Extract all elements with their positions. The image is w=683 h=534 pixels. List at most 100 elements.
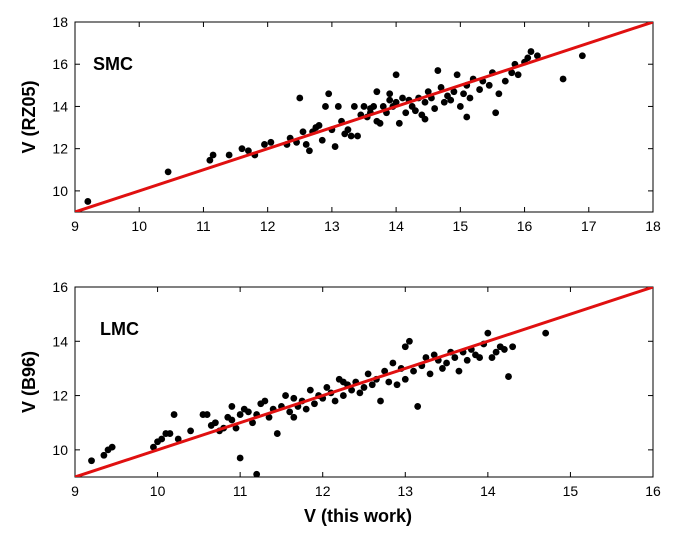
smc-data-point <box>411 107 419 115</box>
smc-data-point <box>206 156 214 164</box>
lmc-panel-label: LMC <box>100 319 139 339</box>
lmc-data-point <box>377 397 384 405</box>
smc-data-point <box>501 77 509 85</box>
lmc-data-point <box>381 367 389 375</box>
smc-data-point <box>370 103 378 110</box>
lmc-data-point <box>443 359 450 367</box>
smc-data-point <box>225 151 233 159</box>
lmc-data-point <box>311 400 318 408</box>
lmc-data-point <box>542 329 550 337</box>
smc-data-point <box>453 71 461 79</box>
smc-data-point <box>392 71 400 79</box>
smc-one-to-one-line <box>75 22 653 212</box>
smc-data-point <box>318 136 326 144</box>
lmc-data-point <box>451 354 459 361</box>
lmc-data-point <box>505 373 512 380</box>
lmc-data-point <box>389 359 397 367</box>
smc-data-point <box>350 103 358 110</box>
lmc-data-point <box>484 329 492 337</box>
smc-data-point <box>334 103 342 110</box>
lmc-x-tick-label: 16 <box>645 483 661 499</box>
lmc-data-point <box>290 394 298 402</box>
lmc-data-point <box>368 381 376 389</box>
smc-data-point <box>392 98 400 106</box>
smc-data-point <box>460 90 467 98</box>
lmc-data-point <box>150 443 157 451</box>
lmc-data-point <box>245 408 252 416</box>
smc-data-point <box>209 151 217 159</box>
lmc-y-tick-label: 12 <box>52 388 68 404</box>
lmc-x-tick-label: 13 <box>397 483 413 499</box>
lmc-data-point <box>265 413 273 421</box>
lmc-data-point <box>249 419 256 427</box>
smc-data-point <box>164 168 172 176</box>
smc-data-point <box>302 141 310 148</box>
lmc-data-point <box>100 451 108 459</box>
smc-panel-label: SMC <box>93 54 133 74</box>
smc-data-point <box>322 103 329 110</box>
lmc-data-point <box>88 457 95 465</box>
lmc-data-point <box>476 354 483 361</box>
lmc-data-point <box>158 435 166 443</box>
smc-y-tick-label: 10 <box>52 183 68 199</box>
lmc-data-point <box>414 403 422 410</box>
lmc-data-point <box>211 419 219 427</box>
lmc-data-point <box>228 416 236 424</box>
lmc-data-point <box>290 413 298 421</box>
lmc-data-point <box>108 443 116 451</box>
lmc-x-tick-label: 9 <box>71 483 79 499</box>
lmc-data-point <box>455 367 463 375</box>
lmc-data-point <box>439 365 446 372</box>
smc-y-axis-label: V (RZ05) <box>19 80 39 153</box>
smc-data-point <box>386 96 394 104</box>
lmc-data-point <box>339 378 347 386</box>
lmc-data-point <box>302 405 310 413</box>
smc-data-point <box>463 113 471 121</box>
lmc-data-point <box>426 370 434 378</box>
lmc-data-point <box>203 411 211 418</box>
lmc-data-point <box>236 411 244 418</box>
lmc-data-point <box>406 337 413 345</box>
lmc-data-point <box>323 384 331 391</box>
lmc-x-axis-label: V (this work) <box>304 506 412 526</box>
smc-data-point <box>360 103 368 110</box>
smc-data-point <box>437 84 445 91</box>
smc-x-tick-label: 16 <box>517 218 533 234</box>
lmc-data-point <box>232 424 240 432</box>
lmc-data-point <box>364 370 372 378</box>
smc-x-tick-label: 11 <box>196 218 211 234</box>
smc-data-point <box>296 94 304 102</box>
smc-plot-frame <box>74 21 654 213</box>
lmc-data-point <box>261 397 269 405</box>
lmc-data-point <box>339 392 347 399</box>
smc-data-point <box>261 141 268 148</box>
lmc-data-point <box>166 430 174 437</box>
lmc-data-point <box>410 367 417 375</box>
lmc-y-tick-label: 10 <box>52 442 68 458</box>
lmc-data-point <box>348 386 356 394</box>
smc-data-point <box>373 88 381 96</box>
lmc-data-point <box>422 354 430 361</box>
smc-data-point <box>456 103 464 110</box>
lmc-x-tick-label: 14 <box>480 483 496 499</box>
lmc-one-to-one-line <box>75 287 653 477</box>
lmc-x-tick-label: 11 <box>233 483 248 499</box>
lmc-data-point <box>170 411 178 418</box>
smc-data-point <box>386 90 394 98</box>
lmc-data-point <box>331 397 339 405</box>
smc-data-point <box>299 128 307 136</box>
smc-data-point <box>331 143 339 150</box>
lmc-data-point <box>509 343 517 351</box>
lmc-data-point <box>174 435 182 443</box>
lmc-x-tick-label: 10 <box>150 483 166 499</box>
smc-x-tick-label: 12 <box>260 218 276 234</box>
smc-x-tick-label: 18 <box>645 218 661 234</box>
smc-x-tick-label: 17 <box>581 218 597 234</box>
smc-data-point <box>578 52 586 60</box>
lmc-plot-frame <box>74 286 654 478</box>
smc-data-point <box>315 122 323 129</box>
lmc-data-point <box>500 346 508 353</box>
smc-data-point <box>492 109 500 117</box>
smc-data-point <box>245 147 252 155</box>
